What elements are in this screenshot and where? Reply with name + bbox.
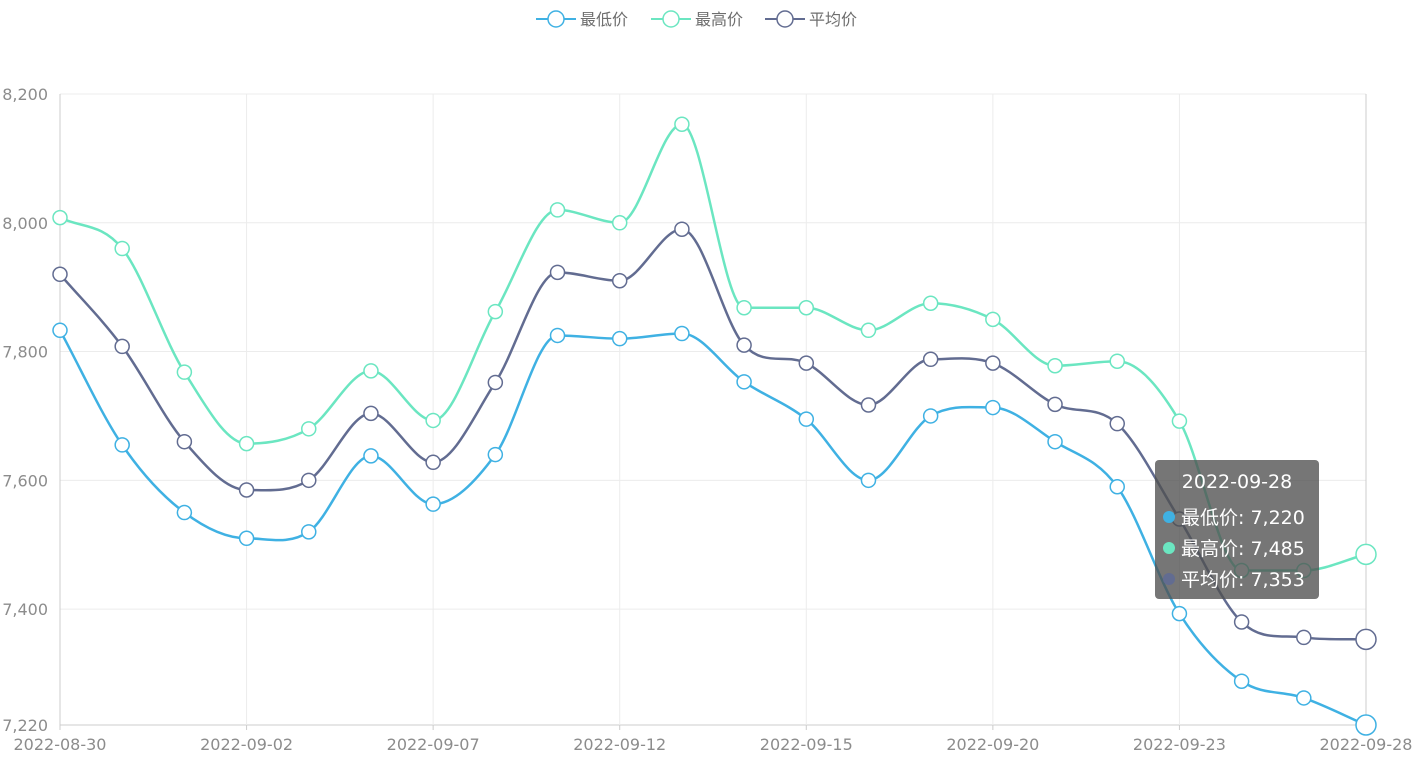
data-point-avg: [176, 433, 193, 450]
x-tick-label: 2022-09-07: [387, 735, 480, 754]
y-tick-label: 7,800: [2, 343, 48, 362]
data-point-low: [674, 325, 690, 342]
data-point-low: [1171, 605, 1188, 622]
data-point-avg: [425, 454, 441, 471]
data-point-avg: [922, 351, 939, 368]
x-tick-label: 2022-09-12: [573, 735, 666, 754]
data-point-avg: [1355, 628, 1377, 651]
series-line-low: [58, 329, 1367, 727]
data-point-low: [114, 437, 130, 453]
data-point-high: [176, 364, 193, 380]
data-point-low: [611, 330, 628, 347]
data-point-low: [922, 408, 939, 424]
data-point-high: [549, 202, 566, 218]
y-tick-label: 7,220: [2, 716, 48, 735]
data-point-high: [1047, 357, 1063, 374]
data-point-avg: [301, 472, 317, 489]
data-point-avg: [1047, 396, 1063, 413]
data-point-low: [736, 374, 752, 390]
data-point-low: [860, 472, 877, 489]
data-point-high: [301, 421, 317, 437]
data-point-low: [985, 399, 1001, 416]
data-point-high: [985, 311, 1001, 328]
data-point-avg: [52, 266, 68, 283]
x-tick-label: 2022-09-15: [760, 735, 853, 754]
y-tick-label: 7,600: [2, 471, 48, 490]
tooltip-row-high: 最高价: 7,485: [1163, 534, 1305, 561]
data-point-high: [52, 209, 68, 226]
data-point-low: [549, 327, 566, 344]
legend-marker-low: [547, 10, 565, 28]
tooltip-row-avg: 平均价: 7,353: [1163, 565, 1305, 592]
data-point-high: [1355, 543, 1377, 566]
data-point-avg: [1296, 629, 1312, 646]
tooltip-text-high: 最高价: 7,485: [1181, 538, 1305, 560]
tooltip: 2022-09-28 最低价: 7,220 最高价: 7,485 平均价: 7,…: [1155, 460, 1319, 599]
data-point-low: [176, 504, 193, 521]
data-point-low: [363, 448, 379, 464]
series-line-avg: [59, 227, 1367, 641]
data-point-high: [1171, 413, 1188, 429]
data-point-avg: [985, 355, 1001, 371]
data-point-high: [611, 215, 628, 231]
tooltip-dot-high: [1163, 542, 1175, 554]
data-point-high: [114, 240, 130, 257]
data-point-low: [798, 411, 815, 427]
data-point-high: [736, 300, 752, 316]
data-point-avg: [1109, 415, 1125, 432]
data-point-avg: [798, 355, 815, 371]
x-tick-label: 2022-09-28: [1320, 735, 1413, 754]
data-point-high: [363, 363, 379, 379]
tooltip-text-avg: 平均价: 7,353: [1181, 569, 1305, 591]
tooltip-title: 2022-09-28: [1181, 471, 1293, 493]
data-point-avg: [736, 337, 752, 353]
data-point-high: [1109, 353, 1125, 369]
series-line-high: [59, 123, 1367, 572]
legend-marker-avg: [776, 10, 794, 28]
legend-label-avg: 平均价: [809, 10, 857, 29]
data-point-low: [1109, 479, 1125, 495]
data-point-low: [238, 530, 255, 547]
y-tick-label: 8,000: [2, 214, 48, 233]
tooltip-text-low: 最低价: 7,220: [1181, 507, 1305, 529]
tooltip-row-low: 最低价: 7,220: [1163, 503, 1305, 530]
data-point-avg: [1233, 614, 1250, 630]
y-tick-label: 8,200: [2, 85, 48, 104]
data-point-avg: [674, 221, 690, 237]
data-point-high: [922, 295, 939, 312]
x-tick-label: 2022-08-30: [14, 735, 107, 754]
data-point-low: [301, 524, 317, 540]
data-point-low: [1047, 433, 1063, 450]
data-point-avg: [487, 374, 504, 391]
tooltip-dot-avg: [1163, 573, 1175, 585]
legend-label-low: 最低价: [580, 10, 628, 29]
data-point-high: [860, 322, 877, 339]
data-point-low: [52, 322, 68, 339]
data-point-low: [1355, 714, 1377, 736]
data-point-high: [674, 116, 690, 133]
data-point-high: [798, 300, 815, 316]
data-point-avg: [611, 272, 628, 289]
data-point-high: [487, 303, 504, 320]
x-tick-label: 2022-09-02: [200, 735, 293, 754]
data-point-low: [425, 496, 441, 512]
y-tick-label: 7,400: [2, 600, 48, 619]
data-point-avg: [363, 405, 379, 422]
data-point-low: [1233, 673, 1250, 689]
data-point-low: [1296, 690, 1312, 706]
data-point-high: [238, 435, 255, 452]
tooltip-dot-low: [1163, 511, 1175, 523]
data-point-avg: [549, 264, 566, 281]
x-tick-label: 2022-09-20: [946, 735, 1039, 754]
x-tick-label: 2022-09-23: [1133, 735, 1226, 754]
data-point-low: [487, 446, 504, 463]
legend-marker-high: [662, 10, 680, 28]
data-point-avg: [238, 482, 255, 498]
data-point-avg: [114, 338, 130, 355]
data-point-avg: [860, 397, 877, 413]
legend-label-high: 最高价: [695, 10, 743, 29]
data-point-high: [425, 412, 441, 429]
